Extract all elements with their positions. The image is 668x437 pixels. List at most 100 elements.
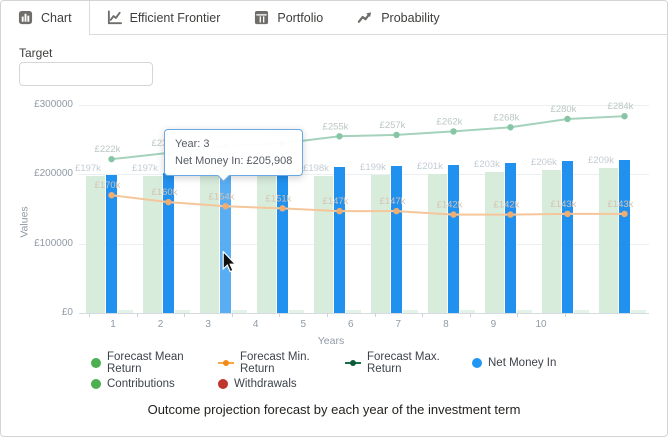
tab-probability[interactable]: Probability [340, 1, 456, 34]
legend-label: Forecast Max. Return [367, 351, 440, 375]
x-axis-title: Years [317, 335, 345, 347]
bar-contributions-year-10[interactable] [630, 310, 646, 313]
bar-contributions-year-3[interactable] [231, 310, 247, 313]
bar-net-money-in-year-2[interactable] [162, 173, 174, 313]
point-label-forecast-max-return-year-7: £262k [437, 116, 463, 127]
bar-net-money-in-year-10[interactable] [618, 159, 630, 313]
legend-item-withdrawals[interactable]: Withdrawals [218, 378, 297, 390]
y-axis-tick-label: £200000 [34, 168, 73, 180]
bar-forecast-mean-return-year-1[interactable] [85, 176, 105, 313]
legend-item-net-money-in[interactable]: Net Money In [472, 351, 556, 375]
point-forecast-max-return-year-10[interactable] [621, 112, 628, 120]
bar-net-money-in-year-3[interactable] [219, 170, 231, 313]
bar-net-money-in-year-8[interactable] [504, 163, 516, 313]
gridline-300000 [79, 105, 649, 107]
bar-label-forecast-mean-return-year-8: £203k [474, 159, 500, 171]
tooltip-year-line: Year: 3 [175, 138, 210, 150]
x-axis-tick-label: 2 [157, 319, 164, 330]
target-input[interactable] [19, 62, 153, 86]
bar-contributions-year-2[interactable] [174, 310, 190, 313]
bar-net-money-in-year-4[interactable] [276, 168, 288, 313]
tab-label: Efficient Frontier [129, 10, 221, 25]
bar-net-money-in-year-7[interactable] [447, 164, 459, 313]
mouse-cursor [222, 251, 237, 273]
bar-net-money-in-year-9[interactable] [561, 161, 573, 313]
bar-contributions-year-5[interactable] [345, 310, 361, 313]
legend-row: Forecast Mean Return Forecast Min. Return… [91, 351, 556, 375]
legend-marker-line-forecast-min-return [218, 358, 234, 368]
bar-forecast-mean-return-year-10[interactable] [598, 168, 618, 313]
bar-contributions-year-4[interactable] [288, 310, 304, 313]
tab-portfolio[interactable]: Portfolio [237, 1, 340, 34]
table-icon [254, 10, 269, 25]
trend-arrow-icon [357, 10, 373, 25]
x-axis-tick-label: 10 [535, 319, 547, 330]
point-label-forecast-max-return-year-5: £255k [323, 121, 349, 132]
chart-tooltip: Year: 3 Net Money In: £205,908 [164, 129, 304, 176]
legend-item-forecast-max-return[interactable]: Forecast Max. Return [345, 351, 472, 375]
point-forecast-max-return-year-9[interactable] [564, 115, 571, 123]
bar-contributions-year-6[interactable] [402, 310, 418, 313]
point-forecast-max-return-year-6[interactable] [393, 131, 400, 139]
legend-item-contributions[interactable]: Contributions [91, 378, 218, 390]
tooltip-value-line: Net Money In: £205,908 [175, 154, 293, 167]
point-label-forecast-max-return-year-10: £284k [608, 101, 634, 112]
bar-label-forecast-mean-return-year-6: £199k [360, 162, 386, 174]
x-axis-tick-label: 6 [347, 319, 354, 330]
point-forecast-max-return-year-5[interactable] [336, 133, 343, 140]
x-axis-tick-label: 1 [110, 319, 116, 330]
bar-net-money-in-year-5[interactable] [333, 167, 345, 313]
x-axis-tick-label: 5 [300, 319, 306, 330]
bar-forecast-mean-return-year-3[interactable] [199, 175, 219, 313]
legend-label: Net Money In [488, 357, 557, 369]
bar-label-forecast-mean-return-year-2: £197k [132, 163, 158, 175]
point-forecast-max-return-year-8[interactable] [507, 124, 514, 131]
bar-net-money-in-year-1[interactable] [105, 175, 117, 313]
bar-contributions-year-9[interactable] [573, 310, 589, 313]
line-chart-icon [107, 10, 122, 25]
y-axis-tick-label: £100000 [34, 237, 73, 249]
bar-forecast-mean-return-year-5[interactable] [313, 175, 333, 313]
bar-contributions-year-7[interactable] [459, 310, 475, 313]
x-axis-tick [279, 313, 281, 317]
bar-label-forecast-mean-return-year-10: £209k [588, 155, 614, 167]
legend-marker-line-forecast-max-return [345, 358, 361, 368]
x-axis-tick [564, 313, 566, 317]
legend-item-forecast-mean-return[interactable]: Forecast Mean Return [91, 351, 218, 375]
gridline-200000 [79, 174, 649, 176]
bar-chart-icon [18, 10, 33, 25]
legend-marker-circle-net-money-in [472, 358, 482, 368]
point-forecast-max-return-year-1[interactable] [108, 155, 115, 163]
tab-chart[interactable]: Chart [1, 1, 90, 35]
x-axis-tick [374, 313, 376, 317]
legend-marker-circle-forecast-mean-return [91, 358, 101, 368]
bar-forecast-mean-return-year-9[interactable] [541, 170, 561, 313]
bar-forecast-mean-return-year-4[interactable] [256, 175, 276, 313]
x-axis-tick-label: 4 [252, 319, 259, 330]
bar-label-forecast-mean-return-year-9: £206k [531, 157, 557, 169]
gridline-0 [79, 313, 649, 314]
legend-item-forecast-min-return[interactable]: Forecast Min. Return [218, 351, 345, 375]
tab-bar: Chart Efficient Frontier Portfolio Proba… [1, 1, 667, 35]
bar-contributions-year-1[interactable] [117, 310, 133, 313]
tab-label: Portfolio [277, 10, 324, 25]
x-axis-tick [469, 313, 471, 317]
x-axis-tick-label: 7 [395, 319, 402, 330]
point-forecast-max-return-year-7[interactable] [450, 128, 457, 135]
gridline-100000 [79, 243, 649, 245]
tab-label: Probability [381, 10, 440, 25]
y-axis-title: Values [18, 206, 31, 238]
legend-label: Forecast Min. Return [240, 351, 310, 375]
bar-forecast-mean-return-year-8[interactable] [484, 172, 504, 313]
x-axis-tick-label: 3 [205, 319, 211, 330]
bar-forecast-mean-return-year-2[interactable] [142, 176, 162, 313]
bar-forecast-mean-return-year-7[interactable] [427, 173, 447, 313]
x-axis-tick [327, 313, 328, 317]
legend-row: Contributions Withdrawals [91, 378, 556, 390]
x-axis-tick [517, 313, 519, 317]
bar-contributions-year-8[interactable] [516, 310, 532, 313]
bar-forecast-mean-return-year-6[interactable] [370, 175, 390, 313]
tab-efficient-frontier[interactable]: Efficient Frontier [90, 1, 238, 34]
bar-net-money-in-year-6[interactable] [390, 166, 402, 313]
